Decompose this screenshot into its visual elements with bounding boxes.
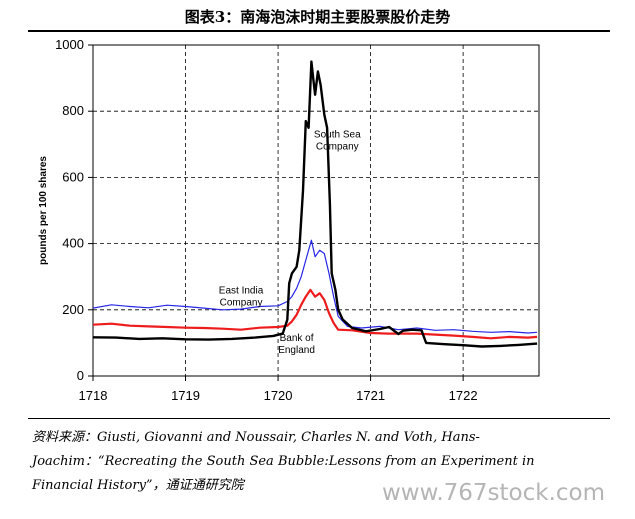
axes: 0 200 400 600 800 1000 1718 1719 1720 1721 1722 (55, 37, 478, 403)
series-lines (92, 60, 538, 348)
x-tick-label: 1718 (79, 388, 108, 403)
annotation-east-india-company: East India Company (219, 285, 264, 308)
plot-frame (92, 44, 540, 377)
annotation-bank-of-england: Bank of England (278, 333, 315, 356)
grid (93, 45, 539, 376)
annotation-line: England (278, 345, 315, 356)
y-tick-label: 0 (77, 368, 84, 383)
x-tick-label: 1721 (356, 388, 385, 403)
top-rule (28, 30, 610, 32)
x-tick-label: 1720 (264, 388, 293, 403)
annotation-line: East India (219, 285, 264, 296)
y-tick-label: 200 (62, 302, 84, 317)
x-tick-label: 1722 (449, 388, 478, 403)
series-line-bank-of-england (92, 288, 538, 340)
figure-title: 图表3：南海泡沫时期主要股票股价走势 (184, 8, 451, 26)
y-tick-label: 400 (62, 236, 84, 251)
annotation-line: Company (220, 297, 263, 308)
annotation-line: Company (316, 142, 359, 153)
series-line-south-sea-company (92, 60, 538, 348)
bottom-rule (28, 418, 610, 419)
x-tick-label: 1719 (171, 388, 200, 403)
watermark: www.767stock.com (382, 480, 606, 506)
annotation-line: Bank of (280, 333, 314, 344)
source-note: 资料来源：Giusti, Giovanni and Noussair, Char… (32, 430, 535, 493)
y-tick-label: 800 (62, 103, 84, 118)
annotation-south-sea-company: South Sea Company (314, 130, 361, 153)
y-tick-label: 600 (62, 169, 84, 184)
y-tick-label: 1000 (55, 37, 84, 52)
series-line-east-india-company (92, 239, 538, 334)
annotation-line: South Sea (314, 130, 361, 141)
y-axis-label: pounds per 100 shares (38, 156, 49, 265)
